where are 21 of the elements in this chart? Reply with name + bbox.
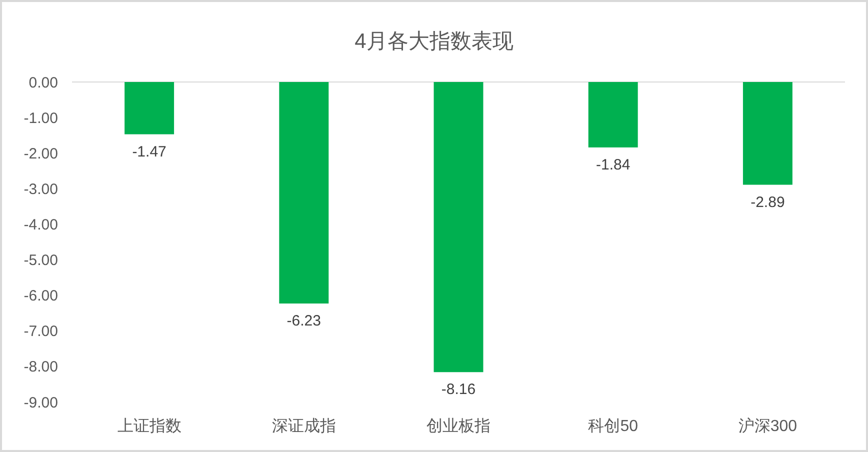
y-tick-label: -3.00 xyxy=(24,180,58,198)
chart-title: 4月各大指数表现 xyxy=(354,30,514,53)
x-tick-label: 上证指数 xyxy=(117,417,182,435)
data-label: -6.23 xyxy=(286,312,321,330)
data-label: -1.84 xyxy=(596,156,630,174)
data-label: -8.16 xyxy=(441,381,476,398)
x-tick-label: 创业板指 xyxy=(426,417,490,435)
x-tick-label: 科创50 xyxy=(588,417,638,435)
x-tick-label: 沪深300 xyxy=(738,417,798,435)
x-tick-label: 深证成指 xyxy=(272,417,336,435)
y-tick-label: -5.00 xyxy=(24,252,58,270)
y-tick-label: -8.00 xyxy=(24,358,58,376)
y-tick-label: -7.00 xyxy=(24,323,58,340)
y-tick-label: -1.00 xyxy=(24,110,58,127)
y-tick-label: -9.00 xyxy=(24,394,58,412)
y-tick-label: -2.00 xyxy=(24,145,58,162)
data-label: -2.89 xyxy=(750,194,785,211)
y-tick-label: 0.00 xyxy=(28,74,58,92)
y-tick-label: -4.00 xyxy=(24,216,58,234)
y-tick-label: -6.00 xyxy=(24,288,58,305)
data-label: -1.47 xyxy=(132,143,166,160)
